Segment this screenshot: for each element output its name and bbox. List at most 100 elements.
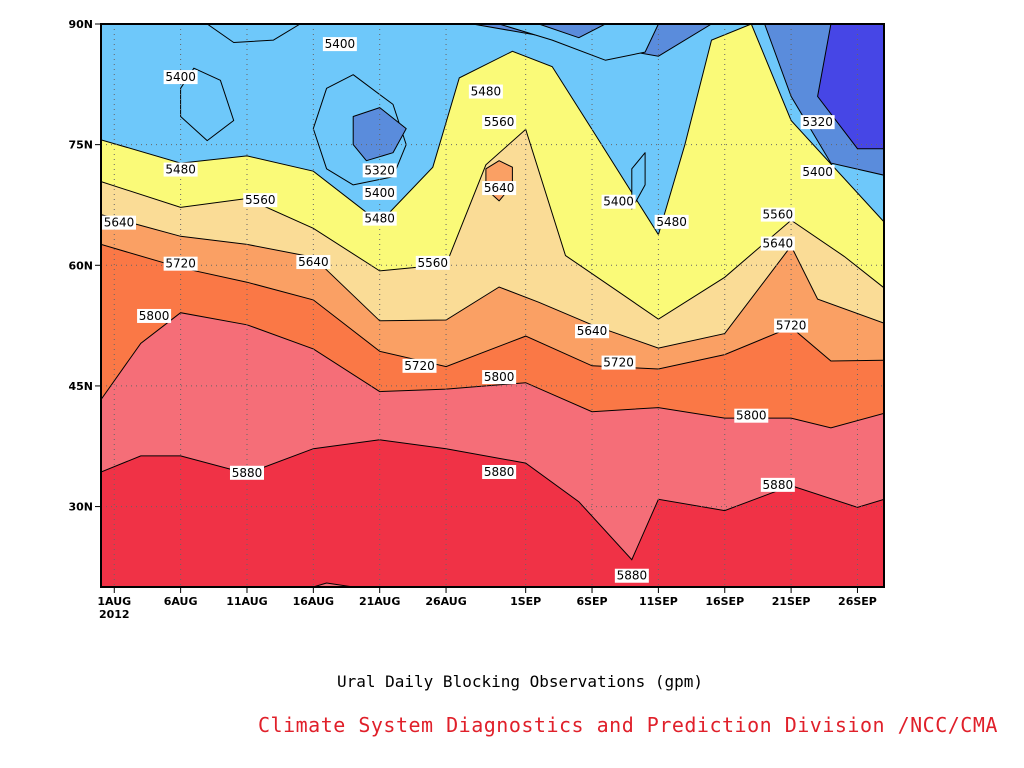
- contour-label-box: [800, 115, 835, 130]
- contour-label-box: [362, 211, 397, 226]
- contour-label-box: [102, 215, 136, 230]
- contour-label: 5640: [484, 181, 515, 195]
- x-tick-label: 11AUG: [226, 595, 267, 608]
- contour-label-box: [362, 163, 397, 178]
- contour-label: 5480: [165, 163, 196, 177]
- x-tick-label: 16SEP: [705, 595, 744, 608]
- x-tick-label: 21AUG: [359, 595, 400, 608]
- contour-label: 5800: [139, 309, 170, 323]
- contour-label-box: [415, 255, 450, 270]
- contour-label: 5400: [603, 195, 634, 209]
- contour-label: 5640: [104, 216, 135, 230]
- contour-label: 5880: [484, 465, 515, 479]
- contour-label-box: [654, 214, 689, 229]
- band-fill-5480: [101, 24, 884, 235]
- contour-label: 5720: [776, 319, 807, 333]
- contour-label-box: [760, 477, 795, 492]
- contour-label: 5720: [404, 359, 435, 373]
- contour-label: 5400: [165, 70, 196, 84]
- contour-label-box: [163, 70, 198, 85]
- chart-title: Ural Daily Blocking Observations (gpm): [336, 672, 704, 691]
- contour-label-box: [760, 236, 795, 251]
- contour-label: 5560: [245, 193, 276, 207]
- y-tick-label: 75N: [68, 139, 93, 152]
- contour-label-box: [760, 207, 795, 222]
- contour-label: 5400: [325, 37, 356, 51]
- contour-label-box: [402, 358, 437, 373]
- x-tick-label: 1SEP: [510, 595, 541, 608]
- y-tick-label: 30N: [68, 501, 93, 514]
- contour-label-box: [482, 181, 517, 196]
- contour-label-box: [482, 115, 517, 130]
- contour-label: 5400: [802, 165, 833, 179]
- contour-label: 5720: [603, 356, 634, 370]
- y-tick-label: 90N: [68, 18, 93, 31]
- contour-label: 5560: [763, 208, 794, 222]
- contour-label: 5480: [364, 212, 395, 226]
- contour-label: 5480: [656, 215, 687, 229]
- contour-label-box: [774, 318, 809, 333]
- contour-label: 5720: [165, 257, 196, 271]
- x-tick-label: 1AUG: [97, 595, 131, 608]
- contour-fills: [101, 24, 884, 587]
- contour-line-5320: [817, 24, 884, 150]
- contour-labels: 5880 5880 5880 5880 5800 5800 5800 5720 5720 5720…: [102, 37, 835, 583]
- contour-label-box: [575, 324, 610, 339]
- y-tick-label: 45N: [68, 380, 93, 393]
- contour-label-box: [137, 308, 172, 323]
- contour-label: 5560: [484, 115, 515, 129]
- contour-label-box: [614, 568, 649, 583]
- contour-label: 5800: [484, 370, 515, 384]
- contour-label: 5640: [763, 237, 794, 251]
- contour-label-box: [163, 162, 198, 177]
- contour-line-5640: [101, 214, 884, 349]
- x-tick-label: 11SEP: [639, 595, 678, 608]
- contour-label-box: [163, 256, 198, 271]
- contour-label-box: [243, 193, 278, 208]
- contour-label: 5640: [577, 324, 608, 338]
- contour-label: 5480: [471, 85, 502, 99]
- contour-island-5480: [206, 24, 301, 43]
- contour-label: 5800: [736, 409, 767, 423]
- contour-label: 5320: [364, 163, 395, 177]
- grid-lines: [101, 24, 884, 587]
- contour-label-box: [734, 408, 769, 423]
- contour-label-box: [362, 185, 397, 200]
- contour-island-5480: [498, 24, 659, 61]
- contour-label: 5640: [298, 255, 329, 269]
- contour-island-5400: [538, 24, 606, 39]
- y-tick-label: 60N: [68, 259, 93, 272]
- contour-line-5880: [101, 439, 884, 561]
- contour-line-5800: [101, 312, 884, 429]
- contour-label: 5880: [617, 569, 648, 583]
- contour-label-box: [229, 465, 264, 480]
- contour-label-box: [601, 355, 636, 370]
- x-tick-label: 26SEP: [838, 595, 877, 608]
- plot-frame: [100, 23, 885, 588]
- x-tick-label: 6SEP: [576, 595, 607, 608]
- band-fill-5400: [101, 24, 884, 176]
- contour-label-box: [601, 194, 636, 209]
- contour-island-5480: [180, 67, 235, 142]
- contour-label-box: [482, 464, 517, 479]
- contour-line-5480: [101, 24, 884, 236]
- contour-label-box: [322, 37, 357, 52]
- contour-label: 5320: [802, 115, 833, 129]
- contour-label-box: [296, 255, 331, 270]
- x-tick-label: 26AUG: [425, 595, 466, 608]
- contour-label-box: [800, 164, 835, 179]
- x-tick-sublabel: 2012: [99, 608, 130, 621]
- credit-line: Climate System Diagnostics and Predictio…: [258, 713, 998, 737]
- contour-label: 5880: [763, 478, 794, 492]
- contour-line-5400: [101, 24, 884, 176]
- contour-label: 5560: [418, 256, 449, 270]
- x-tick-label: 16AUG: [293, 595, 334, 608]
- contour-label-box: [482, 370, 517, 385]
- x-tick-label: 21SEP: [772, 595, 811, 608]
- contour-label-box: [468, 84, 503, 99]
- x-tick-label: 6AUG: [164, 595, 198, 608]
- contour-label: 5880: [232, 466, 263, 480]
- contour-label: 5400: [364, 186, 395, 200]
